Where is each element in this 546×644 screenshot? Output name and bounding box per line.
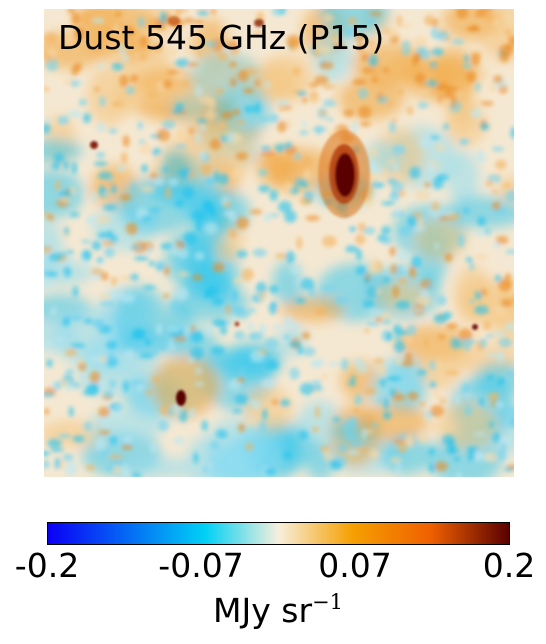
map-image bbox=[44, 9, 514, 477]
colorbar bbox=[47, 522, 510, 545]
colorbar-tick-neg: -0.07 bbox=[158, 546, 244, 585]
colorbar-tick-pos: 0.07 bbox=[318, 546, 392, 585]
unit-exponent: −1 bbox=[312, 590, 343, 614]
colorbar-tick-min: -0.2 bbox=[14, 546, 80, 585]
dust-545ghz-map: Dust 545 GHz (P15) bbox=[44, 9, 514, 477]
colorbar-tick-max: 0.2 bbox=[482, 546, 536, 585]
unit-base: MJy sr bbox=[213, 591, 313, 630]
colorbar-unit-label: MJy sr−1 bbox=[213, 590, 343, 630]
map-title: Dust 545 GHz (P15) bbox=[58, 18, 385, 57]
